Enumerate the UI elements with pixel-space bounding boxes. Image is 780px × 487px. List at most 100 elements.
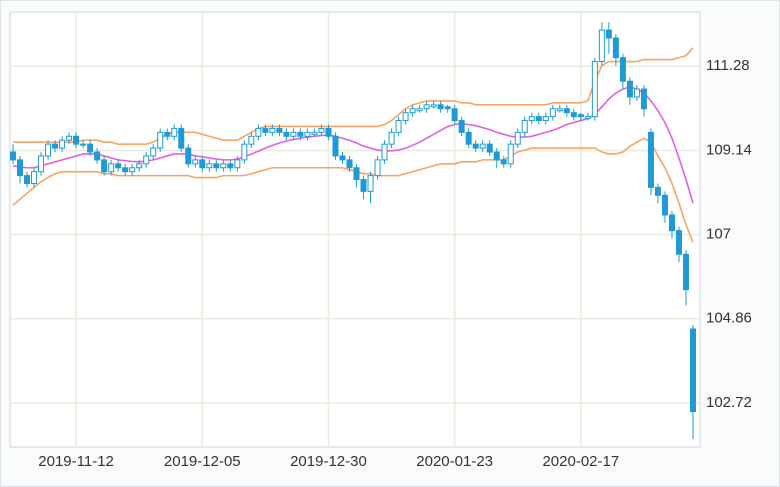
candle-body [290, 131, 297, 137]
plot-area [9, 11, 701, 448]
candle-body [556, 108, 563, 112]
candle-body [654, 186, 661, 196]
x-tick-label: 2019-11-12 [38, 453, 114, 470]
candle-body [227, 163, 234, 169]
candle-body [381, 143, 388, 161]
candle-body [297, 131, 304, 137]
candle-body [59, 139, 66, 149]
candle-body [45, 143, 52, 157]
candle-body [332, 135, 339, 157]
candle-body [409, 108, 416, 114]
candle-body [52, 143, 59, 149]
candle-body [185, 147, 192, 165]
candle-body [150, 147, 157, 157]
candle-body [395, 120, 402, 133]
candle-body [311, 131, 318, 135]
candle-body [304, 131, 311, 137]
candle-body [690, 328, 696, 413]
candle-body [367, 175, 374, 192]
candle-body [129, 167, 136, 173]
candle-body [66, 135, 73, 141]
candle-body [199, 159, 206, 169]
candle-body [24, 175, 31, 184]
candle-body [192, 159, 199, 165]
candle-body [605, 29, 612, 39]
candle-body [87, 143, 94, 153]
candle-body [353, 167, 360, 181]
candle-body [514, 131, 521, 145]
candle-body [535, 116, 542, 122]
candle-body [458, 120, 465, 133]
candle-body [570, 112, 577, 118]
candle-body [220, 163, 227, 169]
candle-body [374, 159, 381, 177]
candle-body [262, 127, 269, 133]
candle-body [325, 127, 332, 137]
candle-body [388, 131, 395, 145]
indicator-line [13, 47, 694, 145]
candle-body [318, 127, 325, 133]
candle-body [178, 127, 185, 149]
x-tick-label: 2020-02-17 [542, 453, 619, 470]
candle-body [94, 151, 101, 161]
candle-body [423, 104, 430, 110]
candle-body [437, 104, 444, 110]
candle-body [563, 108, 570, 114]
candle-body [157, 131, 164, 149]
candle-body [108, 163, 115, 173]
candle-body [234, 159, 241, 169]
candle-body [612, 37, 619, 59]
candle-body [430, 104, 437, 108]
candle-body [542, 116, 549, 122]
candle-body [143, 155, 150, 165]
y-tick-label: 104.86 [706, 310, 752, 327]
candle-body [136, 163, 143, 169]
indicator-line [12, 137, 694, 243]
y-tick-label: 102.72 [706, 394, 752, 411]
candle-body [346, 159, 353, 169]
candle-body [339, 155, 346, 161]
candle-body [500, 159, 507, 165]
y-tick-label: 109.14 [706, 141, 752, 158]
candle-body [493, 151, 500, 161]
candle-body [549, 108, 556, 118]
candle-body [472, 143, 479, 149]
candle-body [241, 143, 248, 161]
x-tick-label: 2019-12-05 [164, 453, 241, 470]
y-tick-label: 111.28 [706, 57, 750, 74]
candle-body [682, 253, 689, 291]
candle-body [521, 120, 528, 133]
candle-body [248, 135, 255, 145]
candle-body [598, 29, 605, 63]
candle-body [31, 171, 38, 184]
indicator-line [12, 86, 694, 204]
candle-body [640, 88, 647, 110]
candle-body [360, 179, 367, 192]
candle-body [465, 131, 472, 145]
candle-body [255, 127, 262, 137]
candle-body [171, 127, 178, 137]
candle-body [675, 230, 682, 255]
candle-body [507, 143, 514, 165]
candle-body [73, 135, 80, 145]
candle-body [647, 131, 654, 188]
candle-body [626, 80, 633, 98]
candle-body [486, 143, 493, 153]
x-tick-label: 2019-12-30 [290, 453, 367, 470]
candle-body [206, 163, 213, 169]
candle-body [577, 114, 584, 118]
candle-body [591, 61, 598, 118]
candle-body [528, 116, 535, 122]
candle-body [213, 163, 220, 169]
candle-body [402, 112, 409, 122]
candle-body [164, 131, 171, 137]
candle-body [668, 214, 675, 232]
candle-body [115, 163, 122, 169]
candle-body [17, 159, 24, 177]
candle-body [444, 106, 451, 110]
candle-body [619, 57, 626, 82]
candle-body [101, 159, 108, 173]
candle-body [451, 108, 458, 122]
